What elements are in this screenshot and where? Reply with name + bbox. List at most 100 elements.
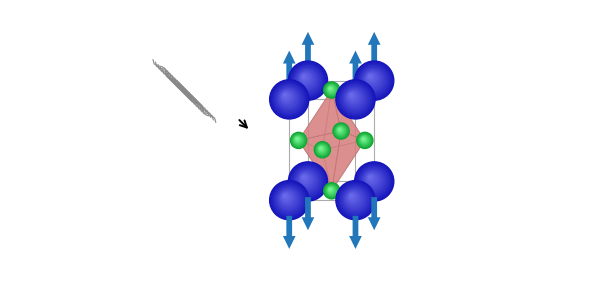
Circle shape <box>320 147 322 149</box>
Circle shape <box>324 83 339 97</box>
Circle shape <box>342 86 368 112</box>
Circle shape <box>359 66 389 95</box>
Circle shape <box>327 86 335 94</box>
Circle shape <box>280 190 296 207</box>
Circle shape <box>297 170 316 190</box>
Circle shape <box>363 170 383 190</box>
Circle shape <box>362 169 385 192</box>
Circle shape <box>357 132 373 149</box>
Circle shape <box>297 70 316 89</box>
Circle shape <box>294 136 302 144</box>
Circle shape <box>340 185 370 215</box>
Circle shape <box>300 73 310 83</box>
Circle shape <box>301 74 308 81</box>
Circle shape <box>283 93 289 99</box>
Circle shape <box>278 189 298 209</box>
Circle shape <box>336 126 346 136</box>
Circle shape <box>301 175 308 181</box>
Polygon shape <box>301 32 314 65</box>
Circle shape <box>324 183 340 199</box>
Circle shape <box>281 92 291 101</box>
Polygon shape <box>322 90 365 150</box>
Circle shape <box>334 124 348 138</box>
Circle shape <box>342 187 368 213</box>
Circle shape <box>328 187 334 193</box>
Circle shape <box>327 186 335 194</box>
Circle shape <box>317 145 327 155</box>
Circle shape <box>329 188 331 190</box>
Polygon shape <box>332 131 365 191</box>
Circle shape <box>294 168 320 194</box>
Polygon shape <box>299 141 332 191</box>
Circle shape <box>294 67 320 93</box>
Circle shape <box>290 164 326 199</box>
Circle shape <box>343 188 366 211</box>
Circle shape <box>349 93 355 99</box>
Circle shape <box>358 133 372 147</box>
Circle shape <box>360 168 386 194</box>
Circle shape <box>299 173 312 186</box>
Circle shape <box>277 87 300 110</box>
Circle shape <box>366 73 376 83</box>
Circle shape <box>346 90 362 106</box>
Circle shape <box>291 165 324 198</box>
Circle shape <box>293 66 322 95</box>
Polygon shape <box>368 32 381 65</box>
Circle shape <box>271 82 307 117</box>
Circle shape <box>276 187 301 213</box>
Polygon shape <box>299 90 341 141</box>
Circle shape <box>326 185 337 197</box>
Circle shape <box>355 162 394 201</box>
Circle shape <box>270 80 309 119</box>
Circle shape <box>296 169 319 192</box>
Circle shape <box>349 194 355 200</box>
Circle shape <box>336 181 375 220</box>
Circle shape <box>345 189 364 209</box>
Polygon shape <box>301 197 314 230</box>
Circle shape <box>362 138 364 140</box>
Circle shape <box>273 184 306 216</box>
Circle shape <box>280 192 294 204</box>
Circle shape <box>336 126 345 134</box>
Circle shape <box>359 135 369 145</box>
Circle shape <box>350 194 353 198</box>
Polygon shape <box>322 141 365 191</box>
Circle shape <box>347 91 360 104</box>
Circle shape <box>300 174 310 183</box>
Circle shape <box>298 172 314 188</box>
Circle shape <box>280 90 296 106</box>
Circle shape <box>280 91 294 104</box>
Circle shape <box>283 194 289 200</box>
Circle shape <box>356 63 392 98</box>
Circle shape <box>296 68 319 91</box>
Circle shape <box>336 80 375 119</box>
Circle shape <box>326 85 336 95</box>
Circle shape <box>290 132 307 149</box>
Circle shape <box>281 192 291 202</box>
Circle shape <box>362 68 385 91</box>
Circle shape <box>277 188 300 211</box>
Circle shape <box>360 67 386 93</box>
Circle shape <box>348 192 358 202</box>
Circle shape <box>283 194 287 198</box>
Circle shape <box>289 162 327 201</box>
Circle shape <box>293 134 304 146</box>
Circle shape <box>340 84 370 114</box>
Polygon shape <box>299 131 341 191</box>
Circle shape <box>324 82 340 98</box>
Circle shape <box>337 82 373 117</box>
Circle shape <box>326 84 337 96</box>
Circle shape <box>359 166 389 196</box>
Circle shape <box>291 133 306 147</box>
Circle shape <box>362 137 366 141</box>
Circle shape <box>302 75 306 78</box>
Circle shape <box>314 142 330 158</box>
Circle shape <box>298 71 314 87</box>
Circle shape <box>343 87 366 110</box>
Circle shape <box>319 146 324 152</box>
Circle shape <box>316 144 328 156</box>
Circle shape <box>359 134 371 146</box>
Circle shape <box>328 86 334 92</box>
Circle shape <box>329 188 333 192</box>
Circle shape <box>276 86 301 112</box>
